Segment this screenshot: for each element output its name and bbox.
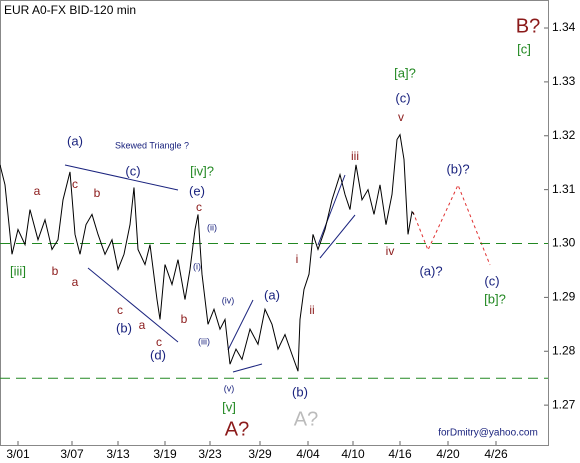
- x-tick-label: 3/23: [198, 447, 222, 461]
- wave-label: v: [398, 110, 404, 124]
- wave-label: [c]: [517, 41, 531, 56]
- wave-label: c: [196, 200, 202, 214]
- wave-label: (iii): [198, 336, 210, 346]
- y-tick-label: 1.29: [552, 290, 576, 304]
- wave-label: Skewed Triangle ?: [115, 140, 189, 150]
- wave-label: (i): [193, 261, 201, 271]
- footer: forDmitry@yahoo.com: [438, 428, 538, 439]
- wave-label: (a): [264, 287, 280, 302]
- x-tick-label: 3/19: [153, 447, 177, 461]
- wave-label: [iv]?: [190, 163, 214, 178]
- wave-label: (c): [484, 273, 499, 288]
- y-tick-label: 1.33: [552, 74, 576, 88]
- wave-label: (iv): [222, 295, 235, 305]
- wave-label: b: [52, 264, 59, 278]
- x-tick-label: 4/04: [296, 447, 320, 461]
- wave-label: [iii]: [10, 263, 26, 278]
- trend-line: [227, 299, 254, 351]
- y-tick-label: 1.30: [552, 236, 576, 250]
- wave-label: (a)?: [419, 263, 442, 278]
- trend-line: [87, 267, 179, 343]
- wave-label: (b): [292, 384, 308, 399]
- wave-label: i: [296, 252, 299, 266]
- x-tick-label: 3/07: [60, 447, 84, 461]
- wave-label: (a): [67, 133, 83, 148]
- wave-label: c: [117, 303, 123, 317]
- trend-lines: [64, 164, 356, 373]
- wave-label: A?: [294, 408, 318, 430]
- wave-label: a: [139, 318, 146, 332]
- trend-line: [317, 174, 346, 246]
- wave-label: iv: [386, 244, 395, 258]
- x-tick-label: 4/16: [388, 447, 412, 461]
- y-tick-label: 1.34: [552, 20, 576, 34]
- wave-label: (d): [150, 347, 166, 362]
- trend-line: [319, 214, 356, 259]
- price-line: [0, 133, 415, 372]
- x-tick-label: 4/10: [341, 447, 365, 461]
- y-tick-label: 1.32: [552, 128, 576, 142]
- wave-label: a: [34, 184, 41, 198]
- wave-label: c: [72, 177, 78, 191]
- x-tick-label: 4/20: [436, 447, 460, 461]
- wave-label: (c): [125, 163, 140, 178]
- x-tick-label: 3/13: [106, 447, 130, 461]
- trend-line: [232, 363, 263, 373]
- x-tick-label: 3/29: [248, 447, 272, 461]
- wave-label: b: [94, 186, 101, 200]
- wave-label: (e): [189, 183, 205, 198]
- projection-path: [412, 183, 491, 266]
- wave-label: (v): [224, 383, 235, 393]
- y-tick-label: 1.28: [552, 343, 576, 357]
- wave-label: [b]?: [484, 291, 506, 306]
- y-tick-label: 1.31: [552, 182, 576, 196]
- wave-label: (b): [116, 320, 132, 335]
- wave-label: (b)?: [446, 161, 469, 176]
- wave-label: iii: [351, 149, 359, 163]
- wave-label: c: [156, 335, 162, 349]
- y-tick-label: 1.27: [552, 397, 576, 411]
- wave-label: B?: [516, 15, 540, 37]
- plot-frame: [0, 0, 549, 446]
- chart-title: EUR A0-FX BID-120 min: [4, 3, 136, 17]
- wave-label: b: [181, 312, 188, 326]
- wave-label: A?: [225, 418, 249, 440]
- wave-label: (ii): [207, 222, 217, 232]
- wave-label: [v]: [222, 399, 236, 414]
- x-tick-label: 4/26: [484, 447, 508, 461]
- wave-label: (c): [395, 90, 410, 105]
- wave-label: ii: [309, 303, 314, 317]
- x-tick-label: 3/01: [6, 447, 30, 461]
- trend-line: [64, 164, 179, 191]
- wave-label: a: [72, 275, 79, 289]
- wave-label: [a]?: [394, 65, 416, 80]
